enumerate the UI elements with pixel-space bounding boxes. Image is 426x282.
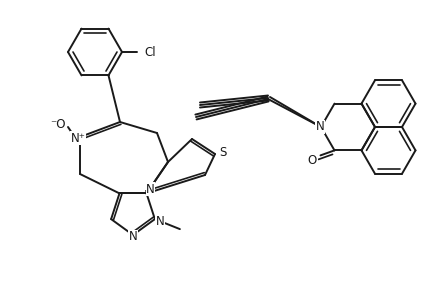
Text: N: N — [146, 183, 155, 196]
Text: N⁺: N⁺ — [71, 131, 86, 144]
Text: ⁻O: ⁻O — [50, 118, 66, 131]
Text: Cl: Cl — [144, 45, 156, 58]
Text: O: O — [308, 154, 317, 167]
Text: N: N — [129, 230, 137, 243]
Text: N: N — [155, 215, 164, 228]
Text: N: N — [316, 120, 324, 133]
Text: S: S — [219, 146, 227, 158]
